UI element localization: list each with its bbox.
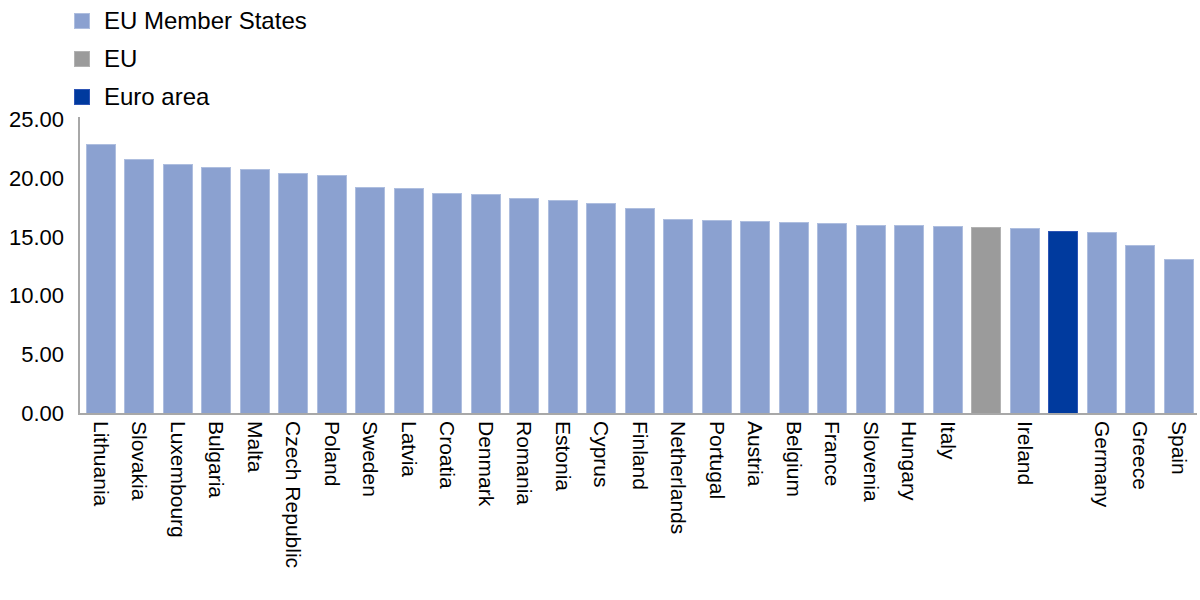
x-axis-label-hungary: Hungary — [896, 421, 922, 599]
bar-belgium — [779, 222, 809, 414]
y-tick-label-10: 10.00 — [0, 284, 64, 308]
bar-latvia — [394, 188, 424, 414]
x-axis-label-croatia: Croatia — [434, 421, 460, 599]
x-axis-label-bulgaria: Bulgaria — [203, 421, 229, 599]
bar-poland — [317, 175, 347, 414]
legend-swatch-eu-icon — [74, 51, 90, 67]
x-axis-label-sweden: Sweden — [357, 421, 383, 599]
bar-lithuania — [86, 144, 116, 414]
x-axis-label-finland: Finland — [627, 421, 653, 599]
bar-euro-area — [1048, 231, 1078, 414]
bar-slovenia — [856, 225, 886, 414]
x-axis-label-portugal: Portugal — [704, 421, 730, 599]
bar-luxembourg — [163, 164, 193, 414]
y-tick-label-15: 15.00 — [0, 226, 64, 250]
bar-netherlands — [663, 219, 693, 414]
bar-denmark — [471, 194, 501, 414]
x-axis-label-france: France — [819, 421, 845, 599]
x-axis-label-netherlands: Netherlands — [665, 421, 691, 599]
x-axis-label-denmark: Denmark — [473, 421, 499, 599]
bar-malta — [240, 169, 270, 414]
x-axis-label-luxembourg: Luxembourg — [165, 421, 191, 599]
x-axis-line — [78, 413, 1197, 415]
bar-slovakia — [124, 159, 154, 414]
bar-croatia — [432, 193, 462, 414]
x-axis-label-romania: Romania — [511, 421, 537, 599]
x-axis-label-spain: Spain — [1166, 421, 1192, 599]
y-tick-label-5: 5.00 — [0, 343, 64, 367]
bar-estonia — [548, 200, 578, 414]
legend-item-eu: EU — [74, 40, 307, 78]
x-axis-label-poland: Poland — [319, 421, 345, 599]
bar-italy — [933, 226, 963, 414]
legend-item-euro-area: Euro area — [74, 78, 307, 116]
bar-spain — [1164, 259, 1194, 414]
x-axis-label-slovenia: Slovenia — [858, 421, 884, 599]
legend-label-eu-member-states: EU Member States — [104, 2, 307, 40]
bar-austria — [740, 221, 770, 414]
legend-label-eu: EU — [104, 40, 137, 78]
bar-eu — [971, 227, 1001, 414]
bar-sweden — [355, 187, 385, 414]
x-axis-label-germany: Germany — [1089, 421, 1115, 599]
x-axis-label-austria: Austria — [742, 421, 768, 599]
bar-hungary — [894, 225, 924, 414]
bar-portugal — [702, 220, 732, 414]
x-axis-label-ireland: Ireland — [1012, 421, 1038, 599]
legend: EU Member States EU Euro area — [74, 2, 307, 116]
bar-ireland — [1010, 228, 1040, 414]
bar-greece — [1125, 245, 1155, 414]
y-tick-label-0: 0.00 — [0, 402, 64, 426]
legend-swatch-euro-area-icon — [74, 89, 90, 105]
y-axis-line — [78, 117, 80, 415]
x-axis-label-latvia: Latvia — [396, 421, 422, 599]
legend-swatch-eu-member-states-icon — [74, 13, 90, 29]
x-axis-label-italy: Italy — [935, 421, 961, 599]
bar-france — [817, 223, 847, 414]
bar-romania — [509, 198, 539, 414]
bar-bulgaria — [201, 167, 231, 414]
legend-label-euro-area: Euro area — [104, 78, 209, 116]
x-axis-label-greece: Greece — [1127, 421, 1153, 599]
x-axis-label-belgium: Belgium — [781, 421, 807, 599]
x-axis-label-cyprus: Cyprus — [588, 421, 614, 599]
x-axis-label-malta: Malta — [242, 421, 268, 599]
bar-finland — [625, 208, 655, 414]
x-axis-label-estonia: Estonia — [550, 421, 576, 599]
bar-cyprus — [586, 203, 616, 414]
bar-germany — [1087, 232, 1117, 414]
bar-czech-republic — [278, 173, 308, 414]
legend-item-eu-member-states: EU Member States — [74, 2, 307, 40]
bar-chart: EU Member States EU Euro area 25.00 20.00… — [0, 0, 1200, 600]
y-tick-label-25: 25.00 — [0, 108, 64, 132]
x-axis-label-lithuania: Lithuania — [88, 421, 114, 599]
x-axis-label-slovakia: Slovakia — [126, 421, 152, 599]
y-tick-label-20: 20.00 — [0, 167, 64, 191]
x-axis-label-czech-republic: Czech Republic — [280, 421, 306, 599]
